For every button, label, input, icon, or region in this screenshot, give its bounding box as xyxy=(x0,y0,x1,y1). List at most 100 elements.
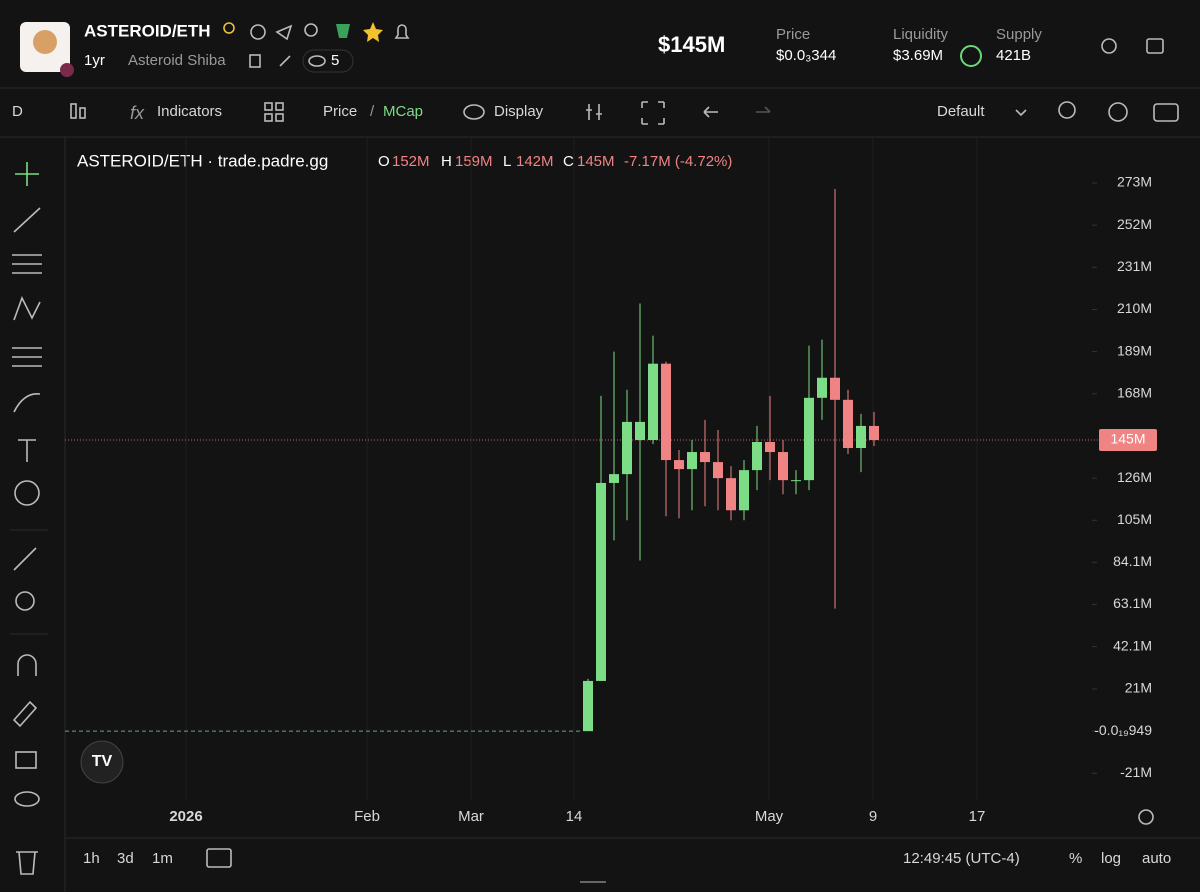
settings-button[interactable] xyxy=(1108,102,1128,122)
undo-button[interactable] xyxy=(703,106,718,118)
token-logo xyxy=(33,30,57,54)
y-tick-label: 189M xyxy=(1117,342,1152,358)
candle-body xyxy=(843,399,853,449)
layout-button[interactable]: Default xyxy=(937,103,985,120)
candle-body xyxy=(830,377,840,400)
x-tick-label: Mar xyxy=(458,808,484,825)
chevron[interactable] xyxy=(1015,109,1027,117)
price-tag xyxy=(1099,428,1157,451)
search-button[interactable] xyxy=(1058,101,1076,119)
range-button[interactable]: 1m xyxy=(152,850,173,867)
x-tick-label: 14 xyxy=(566,808,583,825)
copy-icon[interactable] xyxy=(249,54,261,68)
percent-toggle[interactable]: % xyxy=(1069,850,1082,867)
settings-button[interactable] xyxy=(586,104,602,120)
y-tick-label: -21M xyxy=(1120,764,1152,780)
panel-button[interactable] xyxy=(1146,38,1164,54)
clock: 12:49:45 (UTC-4) xyxy=(903,850,1020,867)
candle-body xyxy=(700,452,710,463)
candle-body xyxy=(596,482,606,681)
candle-body xyxy=(804,397,814,481)
settings-button[interactable] xyxy=(1101,38,1117,54)
token-name: Asteroid Shiba xyxy=(128,52,226,69)
y-tick-label: 105M xyxy=(1117,511,1152,527)
y-tick-label: 126M xyxy=(1117,469,1152,485)
candle-body xyxy=(674,460,684,470)
interval[interactable]: D xyxy=(12,103,23,120)
templates-button[interactable] xyxy=(264,102,284,122)
log-toggle[interactable]: log xyxy=(1101,850,1121,867)
age: 1yr xyxy=(84,52,105,69)
redo-button xyxy=(756,106,771,113)
legend-key: C xyxy=(563,153,574,170)
link-icon[interactable] xyxy=(279,55,291,67)
goto-button[interactable] xyxy=(206,848,232,868)
y-tick-label: 42.1M xyxy=(1113,637,1152,653)
candle-body xyxy=(765,441,775,453)
candle-body xyxy=(817,377,827,398)
candle-body xyxy=(726,478,736,511)
stat-label: Price xyxy=(776,26,810,43)
chart-type-button[interactable] xyxy=(70,103,86,119)
tradingview-logo: TV xyxy=(92,753,113,770)
watchers-pill xyxy=(302,49,354,73)
y-tick-label: 63.1M xyxy=(1113,595,1152,611)
separator: / xyxy=(370,103,375,120)
range-button[interactable]: 1h xyxy=(83,850,100,867)
range-button[interactable]: 3d xyxy=(117,850,134,867)
legend-key: L xyxy=(503,153,511,170)
stat-value: $3.69M xyxy=(893,47,943,64)
candle-body xyxy=(791,480,801,482)
candle-body xyxy=(869,425,879,440)
axis-settings[interactable] xyxy=(1138,809,1154,825)
candle-body xyxy=(635,421,645,440)
fullscreen-button[interactable] xyxy=(641,101,665,125)
mcap-toggle[interactable]: MCap xyxy=(383,103,423,120)
candle-body xyxy=(739,470,749,511)
candle-body xyxy=(583,680,593,732)
legend-high: 159M xyxy=(455,153,493,170)
candle-body xyxy=(778,452,788,481)
legend-open: 152M xyxy=(392,153,430,170)
tradingview-logo xyxy=(80,740,124,784)
eye-icon xyxy=(308,55,326,67)
indicators-button[interactable]: Indicators xyxy=(157,103,222,120)
legend-symbol: ASTEROID/ETH · trade.padre.gg xyxy=(77,151,328,170)
x-tick-label: 17 xyxy=(969,808,986,825)
y-tick-label: 84.1M xyxy=(1113,553,1152,569)
chart: 2026 Feb Mar 14 May 9 17 273M 252M 231M 210M 189M 16… xyxy=(65,137,1157,825)
candle-body xyxy=(648,363,658,440)
legend-close: 145M xyxy=(577,153,615,170)
y-tick-label: 273M xyxy=(1117,174,1152,190)
y-tick-label: 231M xyxy=(1117,258,1152,274)
y-tick-label: 168M xyxy=(1117,385,1152,401)
candle-body xyxy=(687,452,697,470)
candle-body xyxy=(661,363,671,461)
x-tick-label: May xyxy=(755,808,784,825)
y-tick-label: 21M xyxy=(1125,680,1152,696)
candle-body xyxy=(713,462,723,479)
price-toggle[interactable]: Price xyxy=(323,103,357,120)
candle-body xyxy=(622,421,632,475)
legend-key: O xyxy=(378,153,390,170)
y-tick-label: 252M xyxy=(1117,216,1152,232)
candle-body xyxy=(609,474,619,483)
stat-value: $0.0₃344 xyxy=(776,47,836,64)
fx-icon: fx xyxy=(130,103,145,123)
x-tick-label: 2026 xyxy=(169,808,202,825)
display-button[interactable]: Display xyxy=(494,103,544,120)
header-icons[interactable] xyxy=(223,22,410,42)
legend-key: H xyxy=(441,153,452,170)
lock-icon xyxy=(960,45,982,67)
auto-toggle[interactable]: auto xyxy=(1142,850,1171,867)
badge xyxy=(60,63,74,77)
y-tick-label: -0.0₁₉949 xyxy=(1094,722,1152,738)
candle-body xyxy=(752,441,762,471)
stat-label: Supply xyxy=(996,26,1042,43)
stat-label: Liquidity xyxy=(893,26,949,43)
snapshot-button[interactable] xyxy=(1153,103,1179,122)
y-tick-label: 210M xyxy=(1117,300,1152,316)
drawing-tools[interactable] xyxy=(12,162,42,875)
